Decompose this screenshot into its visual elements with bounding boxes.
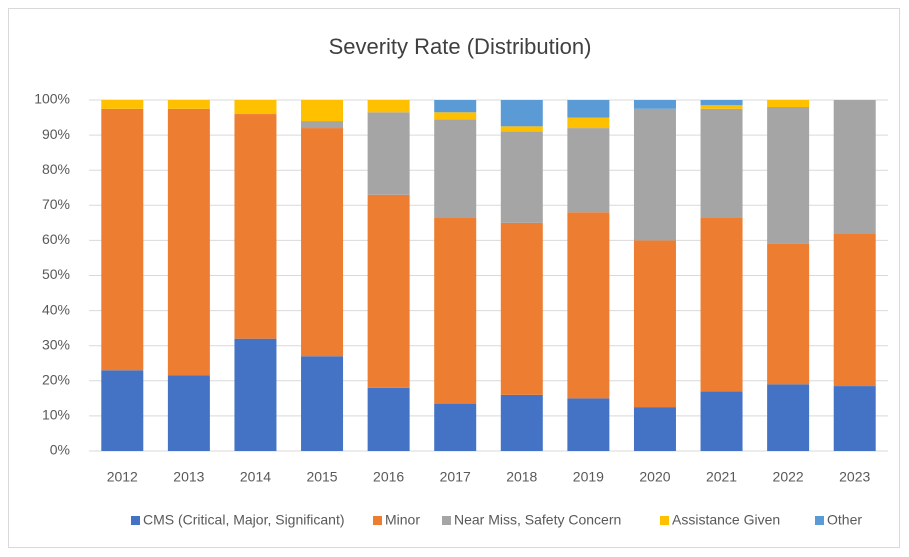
bar-segment <box>700 391 743 451</box>
bar-segment <box>367 100 410 113</box>
y-tick-label: 40% <box>42 301 70 317</box>
x-tick-label: 2015 <box>306 469 337 485</box>
bar-segment <box>301 121 344 129</box>
y-tick-label: 10% <box>42 407 70 423</box>
x-tick-label: 2022 <box>773 469 804 485</box>
bar-segment <box>434 119 477 218</box>
bar-segment <box>101 108 144 371</box>
bar-segment <box>301 128 344 357</box>
y-tick-label: 0% <box>50 442 70 458</box>
y-tick-label: 50% <box>42 266 70 282</box>
legend-label: Minor <box>385 512 420 528</box>
legend-label: Near Miss, Safety Concern <box>454 512 621 528</box>
bar-segment <box>234 114 277 339</box>
bar-segment <box>700 105 743 109</box>
bar-segment <box>767 100 810 108</box>
bar-segment <box>833 386 876 451</box>
x-tick-label: 2023 <box>839 469 870 485</box>
bar-segment <box>767 384 810 451</box>
chart-title: Severity Rate (Distribution) <box>329 34 592 59</box>
y-tick-label: 90% <box>42 126 70 142</box>
bar-segment <box>500 131 543 223</box>
y-tick-label: 100% <box>34 91 70 107</box>
bar-segment <box>633 407 676 451</box>
legend-swatch <box>815 516 824 525</box>
legend-label: CMS (Critical, Major, Significant) <box>143 512 345 528</box>
bar-segment <box>301 356 344 451</box>
bar-segment <box>567 117 610 129</box>
x-tick-label: 2021 <box>706 469 737 485</box>
bar-segment <box>367 112 410 195</box>
bar-segment <box>833 233 876 387</box>
x-tick-label: 2012 <box>107 469 138 485</box>
y-tick-label: 70% <box>42 196 70 212</box>
y-tick-label: 20% <box>42 372 70 388</box>
bar-segment <box>167 100 210 109</box>
bar-segment <box>101 370 144 451</box>
bar-segment <box>500 394 543 451</box>
bar-segment <box>700 108 743 218</box>
x-tick-label: 2018 <box>506 469 537 485</box>
bar-segment <box>434 100 477 113</box>
bar-segment <box>767 107 810 244</box>
bar-segment <box>234 338 277 451</box>
x-tick-label: 2019 <box>573 469 604 485</box>
bar-segment <box>567 398 610 451</box>
bar-segment <box>567 212 610 399</box>
bar-segment <box>700 217 743 392</box>
y-tick-label: 30% <box>42 336 70 352</box>
bar-segment <box>767 243 810 385</box>
bar-segment <box>833 100 876 234</box>
x-tick-label: 2020 <box>639 469 670 485</box>
y-tick-label: 60% <box>42 231 70 247</box>
bar-segment <box>434 112 477 120</box>
x-tick-label: 2014 <box>240 469 271 485</box>
legend-swatch <box>131 516 140 525</box>
legend-swatch <box>442 516 451 525</box>
legend-swatch <box>660 516 669 525</box>
bar-segment <box>434 403 477 451</box>
bar-segment <box>500 100 543 127</box>
x-tick-label: 2017 <box>440 469 471 485</box>
bar-segment <box>700 100 743 106</box>
bar-segment <box>101 100 144 109</box>
bar-segment <box>633 100 676 109</box>
bar-segment <box>567 128 610 213</box>
bar-segment <box>367 194 410 388</box>
bar-segment <box>434 217 477 404</box>
bar-segment <box>167 375 210 451</box>
bar-segment <box>301 100 344 122</box>
legend-label: Other <box>827 512 862 528</box>
bar-segment <box>234 100 277 115</box>
x-tick-label: 2013 <box>173 469 204 485</box>
bar-segment <box>500 222 543 395</box>
x-tick-label: 2016 <box>373 469 404 485</box>
bar-segment <box>633 108 676 241</box>
bar-segment <box>567 100 610 118</box>
legend-label: Assistance Given <box>672 512 780 528</box>
bar-segment <box>633 240 676 408</box>
bar-segment <box>367 387 410 451</box>
legend-swatch <box>373 516 382 525</box>
bar-segment <box>167 108 210 376</box>
y-tick-label: 80% <box>42 161 70 177</box>
bar-segment <box>500 126 543 132</box>
